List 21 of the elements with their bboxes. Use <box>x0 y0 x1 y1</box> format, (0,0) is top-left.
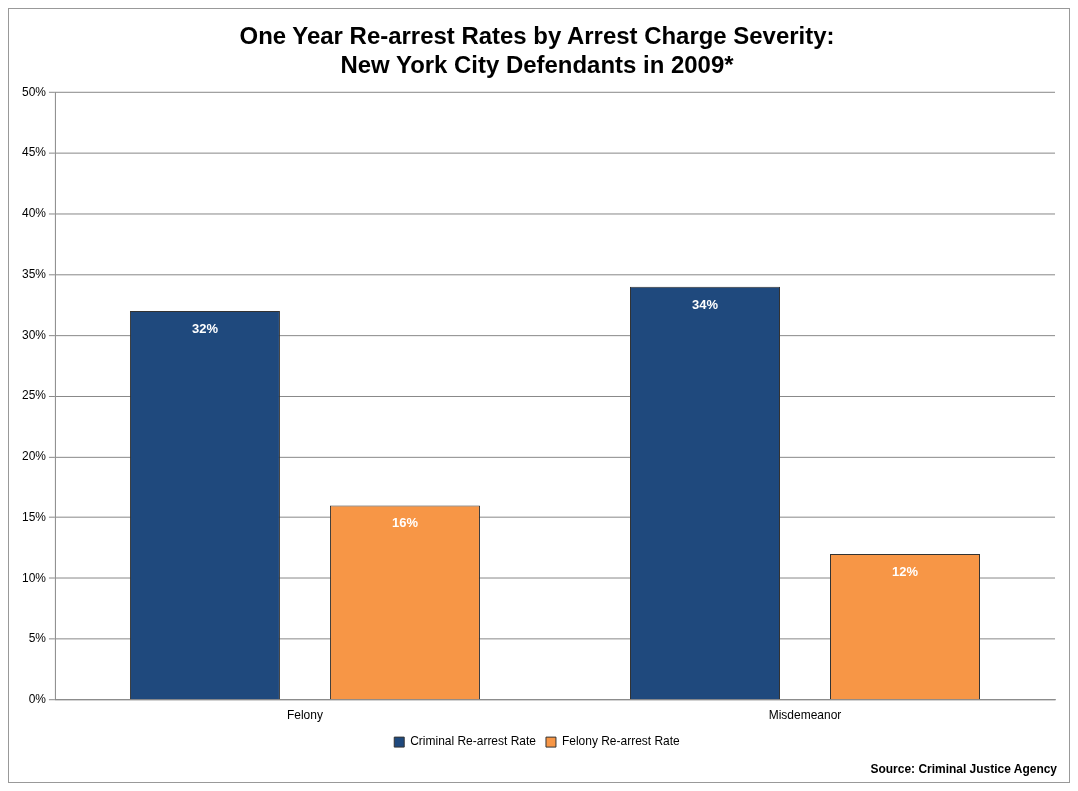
y-tick-label: 20% <box>21 449 47 464</box>
y-tick-label: 5% <box>28 631 47 646</box>
y-tick-label: 35% <box>21 266 47 281</box>
y-tick-label: 40% <box>21 206 47 221</box>
y-tick-label: 0% <box>28 692 47 707</box>
legend-label: Criminal Re-arrest Rate <box>410 734 537 749</box>
y-tick-label: 10% <box>21 570 47 585</box>
data-label: 16% <box>391 515 419 531</box>
chart-title: One Year Re-arrest Rates by Arrest Charge Severity: New York City Defendants in 2009* <box>239 21 835 78</box>
y-tick-label: 50% <box>21 84 47 99</box>
legend-label: Felony Re-arrest Rate <box>561 734 681 749</box>
y-tick-label: 25% <box>21 388 47 403</box>
x-tick-label: Misdemeanor <box>768 708 842 723</box>
y-tick-label: 15% <box>21 509 47 524</box>
data-label: 12% <box>892 564 919 580</box>
data-label: 32% <box>191 321 219 337</box>
source-note: Source: Criminal Justice Agency <box>870 762 1058 777</box>
x-tick-label: Felony <box>286 708 323 723</box>
y-tick-label: 45% <box>21 145 47 160</box>
y-tick-label: 30% <box>21 327 47 342</box>
data-label: 34% <box>692 296 719 312</box>
